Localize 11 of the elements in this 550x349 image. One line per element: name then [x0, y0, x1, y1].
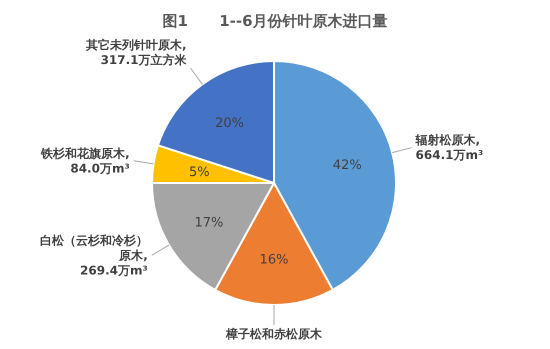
slice-label: 樟子松和赤松原木: [225, 327, 323, 341]
data-label: 42%: [332, 158, 362, 174]
data-label: 17%: [194, 216, 224, 231]
slice-label: 铁杉和花旗原木, 84.0万m³: [40, 146, 130, 176]
data-label: 20%: [215, 116, 244, 131]
slice-label: 其它未列针叶原木, 317.1万立方米: [84, 38, 188, 68]
slice-label: 白松（云杉和冷杉）原木, 269.4万m³: [40, 233, 148, 278]
data-label: 16%: [260, 252, 288, 268]
chart-title: 图1 1--6月份针叶原木进口量: [162, 12, 388, 30]
data-label: 5%: [188, 165, 210, 180]
slice-label: 辐射松原木, 664.1万m³: [414, 133, 484, 162]
